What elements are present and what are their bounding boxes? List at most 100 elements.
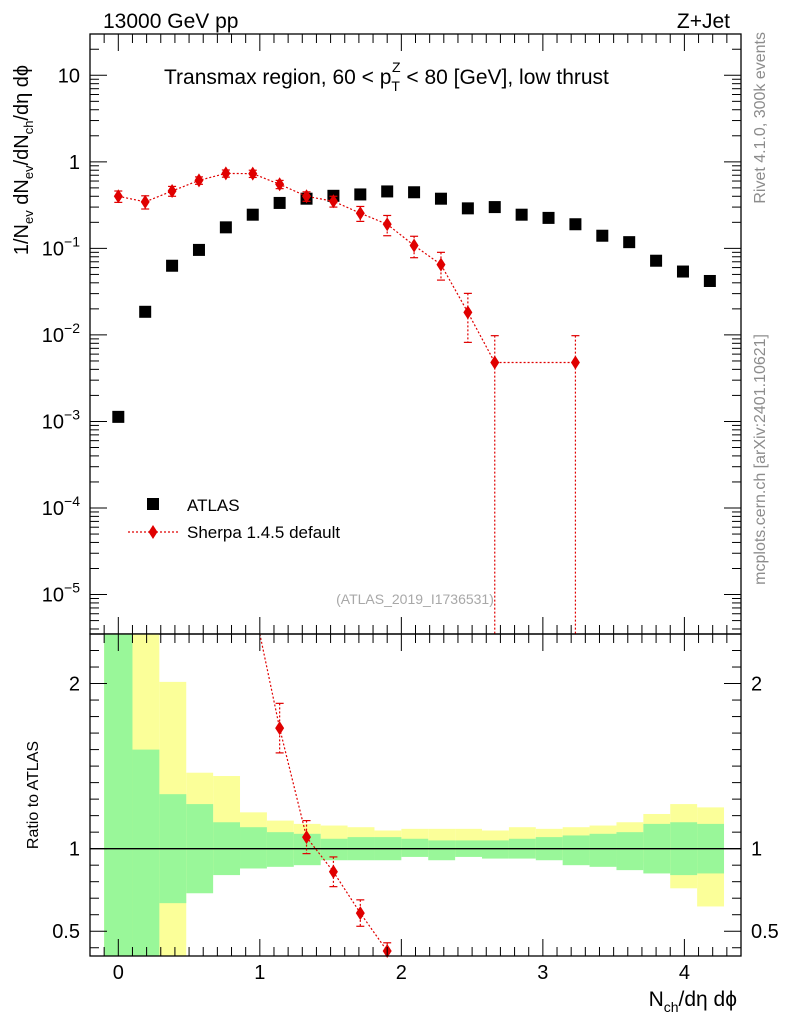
atlas-data-point [273, 196, 286, 209]
x-tick-label: 3 [537, 962, 548, 984]
legend-sherpa-marker [148, 525, 158, 539]
x-tick-label: 2 [396, 962, 407, 984]
mcplots-reference-label: mcplots.cern.ch [arXiv:2401.10621] [752, 334, 769, 585]
main-panel-frame [89, 33, 742, 635]
title-text-end: < 80 [GeV], low thrust [401, 66, 610, 89]
main-y-tick-exponent: −2 [64, 320, 80, 336]
atlas-data-point [408, 186, 421, 199]
title-subscript: T [391, 78, 400, 94]
legend-atlas-marker [147, 498, 159, 510]
sherpa-data-point [463, 305, 473, 320]
atlas-data-point [112, 410, 125, 423]
atlas-data-point [246, 208, 259, 221]
sherpa-data-point [275, 177, 285, 192]
ratio-y-tick-label-right: 1 [751, 839, 762, 861]
legend: ATLAS Sherpa 1.4.5 default [128, 496, 340, 542]
atlas-data-point [650, 254, 663, 267]
main-y-tick-base: 10 [42, 411, 64, 433]
main-y-tick-exponent: −5 [64, 580, 80, 596]
ratio-uncertainty-band-inner [104, 634, 133, 956]
atlas-data-point [461, 202, 474, 215]
sherpa-data-point [328, 194, 338, 209]
xlabel-part-a: N [649, 988, 664, 1011]
sherpa-data-point [167, 184, 177, 199]
x-tick-label: 0 [113, 962, 124, 984]
header-process-label: 13000 GeV pp [103, 10, 238, 33]
sherpa-data-point [113, 189, 123, 204]
main-y-tick-label: 1 [69, 152, 80, 174]
atlas-data-point [488, 201, 501, 214]
ratio-y-tick-label-left: 0.5 [52, 921, 80, 943]
ratio-uncertainty-band-inner [482, 840, 509, 859]
ratio-y-tick-label-left: 2 [69, 674, 80, 696]
ratio-y-tick-label-right: 0.5 [751, 921, 779, 943]
ylabel-sub-c: ch [21, 121, 36, 135]
ratio-uncertainty-band-inner [266, 832, 294, 867]
xlabel-part-b: /dη dϕ [679, 988, 737, 1011]
ratio-y-tick-label-left: 1 [69, 839, 80, 861]
ratio-sherpa-data-point [302, 830, 312, 845]
atlas-data-point [676, 265, 689, 278]
sherpa-data-point [382, 217, 392, 232]
sherpa-data-point [248, 166, 258, 181]
sherpa-data-point [570, 355, 580, 370]
main-y-tick-label: 10−3 [42, 406, 80, 433]
atlas-data-point [703, 274, 716, 287]
title-superscript: Z [392, 59, 401, 75]
atlas-data-point [596, 229, 609, 242]
ratio-sherpa-data-point [328, 864, 338, 879]
ylabel-part-b: dN [11, 179, 33, 210]
atlas-data-point [139, 305, 152, 318]
rivet-version-label: Rivet 4.1.0, 300k events [752, 32, 769, 204]
main-y-tick-base: 10 [42, 498, 64, 520]
ratio-y-tick-label-right: 2 [751, 674, 762, 696]
ratio-uncertainty-band-inner [562, 835, 590, 866]
ylabel-sub-a: ev [21, 210, 36, 224]
x-axis-label: Nch/dη dϕ [649, 988, 737, 1015]
atlas-data-point [569, 218, 582, 231]
main-y-tick-base: 10 [42, 238, 64, 260]
atlas-data-point [381, 185, 394, 198]
main-y-tick-base: 10 [42, 585, 64, 607]
ylabel-part-a: 1/N [11, 224, 33, 255]
ratio-uncertainty-band-inner [320, 838, 348, 861]
ratio-uncertainty-band-inner [589, 833, 617, 867]
atlas-data-point [354, 188, 367, 201]
main-y-axis-label: 1/Nev dNev/dNch/dη dϕ [11, 65, 36, 255]
sherpa-data-point [221, 166, 231, 181]
main-y-tick-label: 10−2 [42, 320, 80, 347]
sherpa-data-point [355, 206, 365, 221]
atlas-data-point [166, 259, 179, 272]
ratio-y-axis-label: Ratio to ATLAS [25, 741, 42, 849]
xlabel-sub: ch [664, 999, 679, 1015]
sherpa-data-point [409, 238, 419, 253]
sherpa-data-point [436, 257, 446, 272]
analysis-watermark: (ATLAS_2019_I1736531) [336, 591, 494, 607]
atlas-data-point [623, 236, 636, 249]
ratio-uncertainty-band-inner [428, 840, 456, 861]
main-panel-title: Transmax region, 60 < pTZ < 80 [GeV], lo… [164, 59, 609, 94]
sherpa-data-point [302, 189, 312, 204]
main-y-tick-label: 10−1 [42, 233, 80, 260]
sherpa-data-point [140, 194, 150, 209]
x-tick-label: 1 [254, 962, 265, 984]
main-y-tick-exponent: −4 [64, 493, 80, 509]
legend-sherpa-label: Sherpa 1.4.5 default [187, 523, 340, 542]
main-y-tick-label: 10 [58, 65, 80, 87]
atlas-data-point [192, 243, 205, 256]
legend-atlas-label: ATLAS [187, 496, 240, 515]
main-y-tick-base: 10 [42, 325, 64, 347]
ratio-sherpa-data-point [355, 906, 365, 921]
sherpa-data-point [490, 355, 500, 370]
x-tick-label: 4 [679, 962, 690, 984]
ylabel-part-d: /dη dϕ [11, 65, 33, 121]
ratio-sherpa-line [259, 633, 388, 952]
ratio-uncertainty-band-inner [401, 838, 429, 857]
ylabel-sub-b: ev [21, 165, 36, 179]
header-channel-label: Z+Jet [677, 10, 730, 33]
atlas-data-point [542, 211, 555, 224]
atlas-data-point [515, 208, 528, 221]
ratio-uncertainty-band-inner [132, 749, 160, 956]
